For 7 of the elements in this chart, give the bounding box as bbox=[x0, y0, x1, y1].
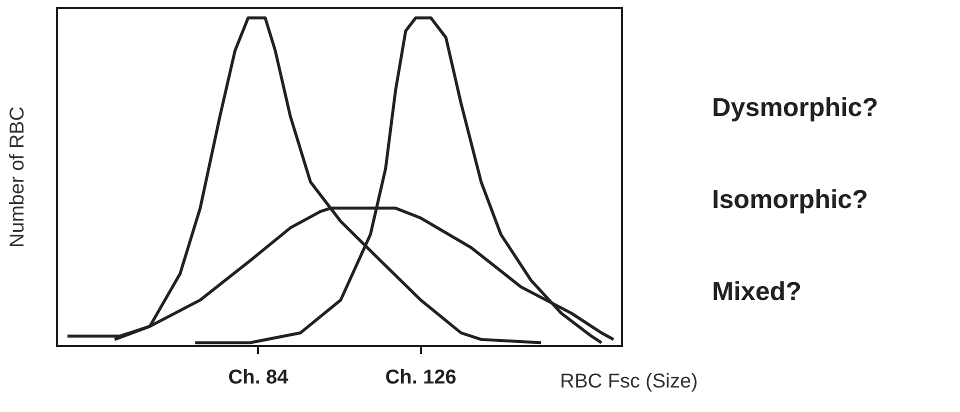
y-axis-title: Number of RBC bbox=[6, 106, 29, 248]
x-tick-label: Ch. 84 bbox=[228, 366, 290, 389]
text: Mixed? bbox=[712, 276, 803, 308]
text: Dysmorphic? bbox=[712, 92, 878, 124]
x-tick-label: Ch. 126 bbox=[385, 366, 456, 389]
x-axis-title: RBC Fsc (Size) bbox=[560, 370, 698, 393]
text: Isomorphic? bbox=[712, 184, 870, 216]
